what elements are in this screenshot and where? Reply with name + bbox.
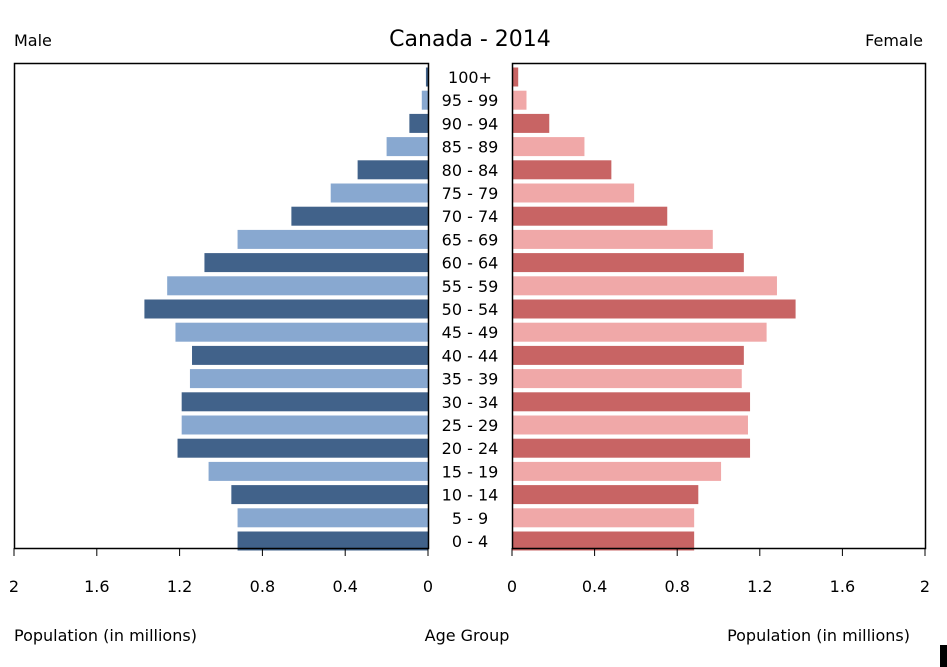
age-group-label: 45 - 49 [442, 323, 499, 342]
age-group-label: 55 - 59 [442, 277, 499, 296]
age-group-label: 70 - 74 [442, 207, 499, 226]
age-group-label: 30 - 34 [442, 393, 499, 412]
age-group-label: 50 - 54 [442, 300, 499, 319]
female-bar-60-64 [512, 253, 744, 273]
age-group-label: 100+ [448, 68, 492, 87]
female-bar-15-19 [512, 461, 722, 481]
male-bar-90-94 [409, 113, 428, 133]
female-tick-label: 0 [507, 577, 517, 596]
female-bar-35-39 [512, 369, 742, 389]
male-bar-95-99 [421, 90, 428, 110]
female-bar-50-54 [512, 299, 796, 319]
female-bar-65-69 [512, 229, 713, 249]
age-group-label: 0 - 4 [452, 532, 488, 551]
male-bar-20-24 [177, 438, 428, 458]
male-bar-0-4 [237, 531, 428, 551]
male-bar-40-44 [192, 345, 428, 365]
female-bar-0-4 [512, 531, 695, 551]
male-bar-35-39 [189, 369, 428, 389]
female-tick-label: 1.2 [747, 577, 772, 596]
male-tick-label: 2 [9, 577, 19, 596]
corner-marker [940, 645, 947, 667]
x-axis-label-left: Population (in millions) [14, 626, 197, 645]
male-bar-80-84 [357, 160, 428, 180]
male-bar-45-49 [175, 322, 428, 342]
female-tick-label: 1.6 [830, 577, 855, 596]
age-group-label: 15 - 19 [442, 462, 499, 481]
male-tick-label: 1.2 [167, 577, 192, 596]
female-plot-frame [511, 62, 927, 550]
age-group-label: 10 - 14 [442, 486, 499, 505]
female-bar-5-9 [512, 508, 695, 528]
age-group-label: 85 - 89 [442, 138, 499, 157]
male-bar-75-79 [330, 183, 428, 203]
male-bar-15-19 [208, 461, 428, 481]
male-plot-frame [13, 62, 430, 550]
male-bar-30-34 [181, 392, 428, 412]
female-bar-30-34 [512, 392, 751, 412]
female-bar-20-24 [512, 438, 751, 458]
age-group-label: 65 - 69 [442, 230, 499, 249]
age-group-label: 95 - 99 [442, 91, 499, 110]
age-group-label: 25 - 29 [442, 416, 499, 435]
male-bar-60-64 [204, 253, 428, 273]
female-bar-70-74 [512, 206, 668, 226]
age-group-label: 90 - 94 [442, 114, 499, 133]
male-bar-55-59 [167, 276, 428, 296]
female-tick-label: 2 [920, 577, 930, 596]
female-bar-10-14 [512, 485, 699, 505]
female-bar-45-49 [512, 322, 767, 342]
male-bar-100+ [425, 67, 428, 87]
male-bar-10-14 [231, 485, 428, 505]
female-tick-label: 0.8 [664, 577, 689, 596]
female-bar-100+ [512, 67, 519, 87]
age-group-label: 20 - 24 [442, 439, 499, 458]
male-bar-5-9 [237, 508, 428, 528]
male-label: Male [14, 31, 52, 50]
male-tick-label: 0 [423, 577, 433, 596]
male-bar-25-29 [181, 415, 428, 435]
female-label: Female [865, 31, 923, 50]
female-bar-90-94 [512, 113, 550, 133]
male-bar-85-89 [386, 137, 428, 157]
age-group-label: 75 - 79 [442, 184, 499, 203]
male-bar-70-74 [291, 206, 428, 226]
female-bar-75-79 [512, 183, 635, 203]
chart-title: Canada - 2014 [389, 27, 551, 52]
age-group-label: 40 - 44 [442, 346, 499, 365]
age-group-label: 80 - 84 [442, 161, 499, 180]
female-bar-80-84 [512, 160, 612, 180]
age-group-label: 60 - 64 [442, 254, 499, 273]
x-axis-label-right: Population (in millions) [727, 626, 910, 645]
male-bar-65-69 [237, 229, 428, 249]
female-tick-label: 0.4 [582, 577, 607, 596]
age-group-label: 5 - 9 [452, 509, 488, 528]
female-bar-85-89 [512, 137, 585, 157]
female-bar-55-59 [512, 276, 777, 296]
male-bar-50-54 [144, 299, 428, 319]
female-bar-40-44 [512, 345, 744, 365]
age-group-label: 35 - 39 [442, 370, 499, 389]
male-tick-label: 1.6 [84, 577, 109, 596]
x-axis-label-center: Age Group [425, 626, 510, 645]
female-bar-95-99 [512, 90, 527, 110]
female-bar-25-29 [512, 415, 748, 435]
male-tick-label: 0.4 [332, 577, 357, 596]
male-tick-label: 0.8 [250, 577, 275, 596]
